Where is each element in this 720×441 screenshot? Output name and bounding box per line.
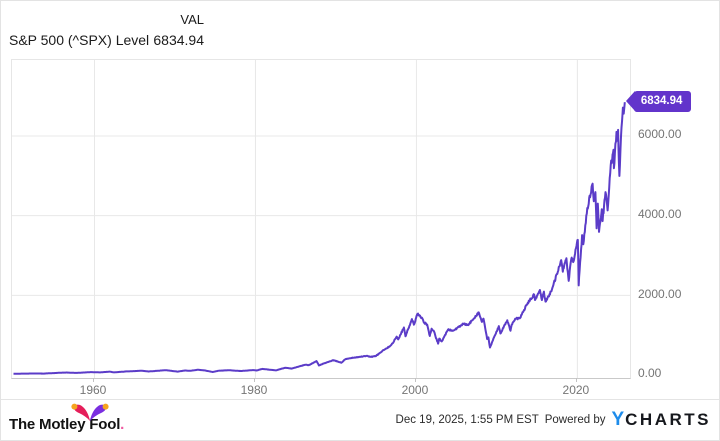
jester-hat-icon xyxy=(71,403,109,421)
ycharts-logo-charts: CHARTS xyxy=(625,410,711,429)
x-tick-label: 2000 xyxy=(401,383,429,397)
x-tick-label: 1980 xyxy=(240,383,268,397)
chart-plot-area[interactable] xyxy=(11,59,631,379)
motley-fool-wordmark: The Motley Fool xyxy=(9,416,121,433)
y-tick-label: 6000.00 xyxy=(638,127,682,142)
powered-by-label: Powered by xyxy=(544,414,606,426)
legend-row: S&P 500 (^SPX) Level 6834.94 xyxy=(1,32,719,50)
x-tick-mark xyxy=(253,378,255,382)
motley-fool-dot: . xyxy=(120,416,125,433)
series-label: S&P 500 (^SPX) Level xyxy=(9,32,150,48)
spx-series-line xyxy=(13,102,626,375)
motley-fool-logo: The Motley Fool. xyxy=(9,403,125,433)
x-tick-mark xyxy=(575,378,577,382)
ycharts-logo[interactable]: Y CHARTS xyxy=(611,409,711,431)
y-tick-label: 0.00 xyxy=(638,366,662,381)
timestamp: Dec 19, 2025, 1:55 PM EST xyxy=(395,414,539,426)
series-current-value: 6834.94 xyxy=(153,32,204,48)
spx-line-chart xyxy=(12,60,630,378)
footer: The Motley Fool. Dec 19, 2025, 1:55 PM E… xyxy=(1,399,719,440)
x-tick-label: 1960 xyxy=(79,383,107,397)
y-tick-label: 4000.00 xyxy=(638,207,682,222)
ycharts-logo-y: Y xyxy=(611,409,626,430)
y-tick-label: 2000.00 xyxy=(638,286,682,301)
value-column-header: VAL xyxy=(180,12,204,27)
x-tick-mark xyxy=(414,378,416,382)
attribution: Dec 19, 2025, 1:55 PM EST Powered by Y CH… xyxy=(396,409,711,431)
x-tick-label: 2020 xyxy=(562,383,590,397)
last-value-badge: 6834.94 xyxy=(633,90,692,112)
x-tick-mark xyxy=(93,378,94,382)
